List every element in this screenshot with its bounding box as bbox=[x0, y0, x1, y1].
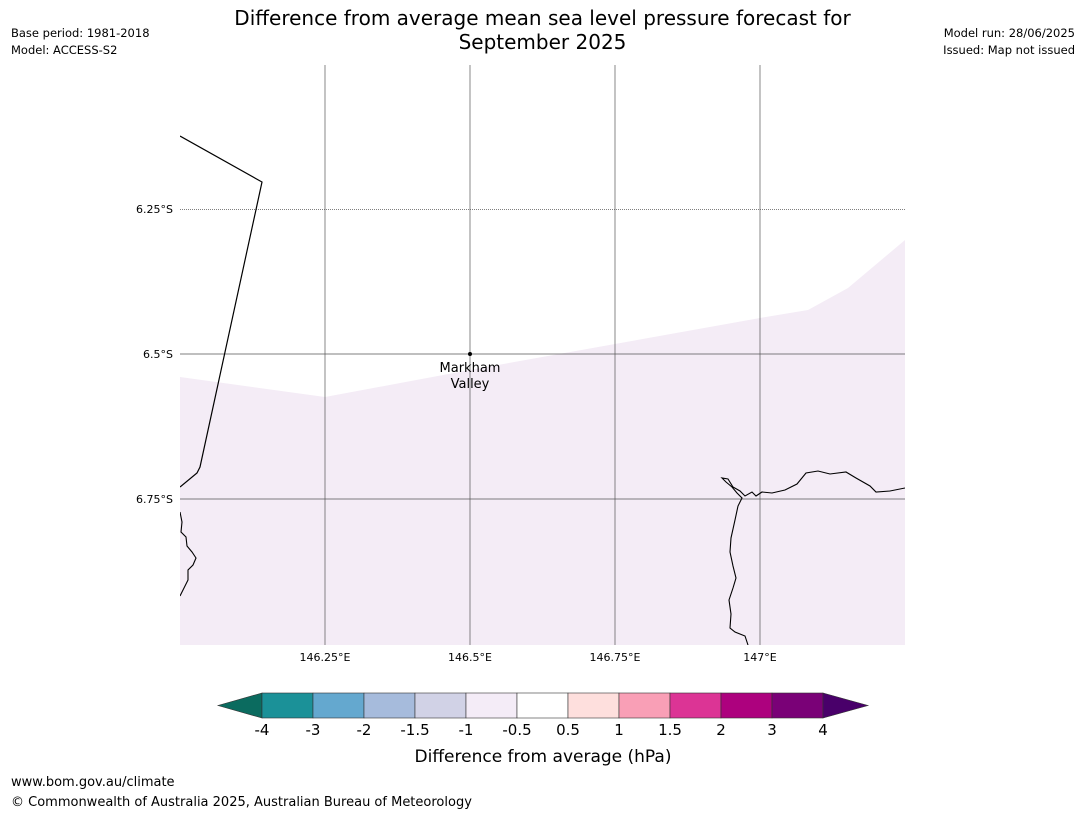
markham-valley-marker bbox=[468, 352, 472, 356]
colorbar-bin bbox=[618, 692, 671, 719]
colorbar-title: Difference from average (hPa) bbox=[415, 747, 672, 767]
base-period-text: Base period: 1981-2018 bbox=[11, 26, 150, 40]
place-label-line1: Markham bbox=[440, 361, 501, 376]
lat-labels: 6.25°S 6.5°S 6.75°S bbox=[136, 203, 173, 506]
colorbar: -4 -3 -2 -1.5 -1 -0.5 0.5 1 1.5 2 3 4 bbox=[216, 692, 870, 739]
colorbar-tick-label: 4 bbox=[818, 721, 828, 739]
colorbar-tick-label: 1 bbox=[614, 721, 624, 739]
lat-label-6-75: 6.75°S bbox=[136, 493, 173, 506]
colorbar-bin bbox=[567, 692, 620, 719]
colorbar-tick-label: -1 bbox=[459, 721, 474, 739]
model-run-text: Model run: 28/06/2025 bbox=[943, 26, 1075, 40]
lon-label-146-25: 146.25°E bbox=[300, 651, 351, 664]
colorbar-bin bbox=[414, 692, 467, 719]
lon-labels: 146.25°E 146.5°E 146.75°E 147°E bbox=[300, 651, 777, 664]
lon-label-146-75: 146.75°E bbox=[590, 651, 641, 664]
map-title-line2: September 2025 bbox=[458, 30, 627, 54]
colorbar-tick-label: 1.5 bbox=[658, 721, 682, 739]
colorbar-tick-label: -0.5 bbox=[502, 721, 531, 739]
colorbar-extend-min bbox=[216, 692, 263, 719]
model-text: Model: ACCESS-S2 bbox=[11, 43, 118, 57]
lat-label-6-25: 6.25°S bbox=[136, 203, 173, 216]
colorbar-tick-label: 0.5 bbox=[556, 721, 580, 739]
lon-label-147: 147°E bbox=[743, 651, 776, 664]
colorbar-bin bbox=[669, 692, 722, 719]
metadata-left: Base period: 1981-2018 Model: ACCESS-S2 bbox=[11, 25, 150, 59]
colorbar-tick-label: -4 bbox=[255, 721, 270, 739]
gridlines bbox=[180, 65, 905, 645]
colorbar-extend-max bbox=[822, 692, 870, 719]
colorbar-tick-label: -1.5 bbox=[400, 721, 429, 739]
colorbar-tick-label: 2 bbox=[716, 721, 726, 739]
colorbar-bin bbox=[516, 692, 569, 719]
colorbar-bin bbox=[771, 692, 824, 719]
lat-label-6-5: 6.5°S bbox=[143, 348, 173, 361]
map-area: Markham Valley bbox=[180, 65, 905, 645]
metadata-right: Model run: 28/06/2025 Issued: Map not is… bbox=[943, 25, 1075, 59]
anomaly-shading bbox=[180, 240, 905, 645]
colorbar-tick-label: -3 bbox=[306, 721, 321, 739]
colorbar-bin bbox=[312, 692, 365, 719]
colorbar-tick-label: 3 bbox=[767, 721, 777, 739]
place-label-line2: Valley bbox=[451, 377, 490, 392]
lon-label-146-5: 146.5°E bbox=[448, 651, 492, 664]
map-title-line1: Difference from average mean sea level p… bbox=[234, 6, 851, 30]
issued-text: Issued: Map not issued bbox=[943, 43, 1075, 57]
colorbar-bin bbox=[465, 692, 518, 719]
province-boundary bbox=[180, 135, 263, 488]
colorbar-bin bbox=[720, 692, 773, 719]
colorbar-tick-label: -2 bbox=[357, 721, 372, 739]
footer-url: www.bom.gov.au/climate bbox=[11, 775, 175, 790]
coastline-west bbox=[180, 511, 197, 597]
colorbar-bin bbox=[261, 692, 314, 719]
map-title: Difference from average mean sea level p… bbox=[0, 6, 1085, 54]
colorbar-bin bbox=[363, 692, 416, 719]
coastline-huon-gulf bbox=[720, 470, 905, 645]
footer-copyright: © Commonwealth of Australia 2025, Austra… bbox=[11, 795, 472, 810]
